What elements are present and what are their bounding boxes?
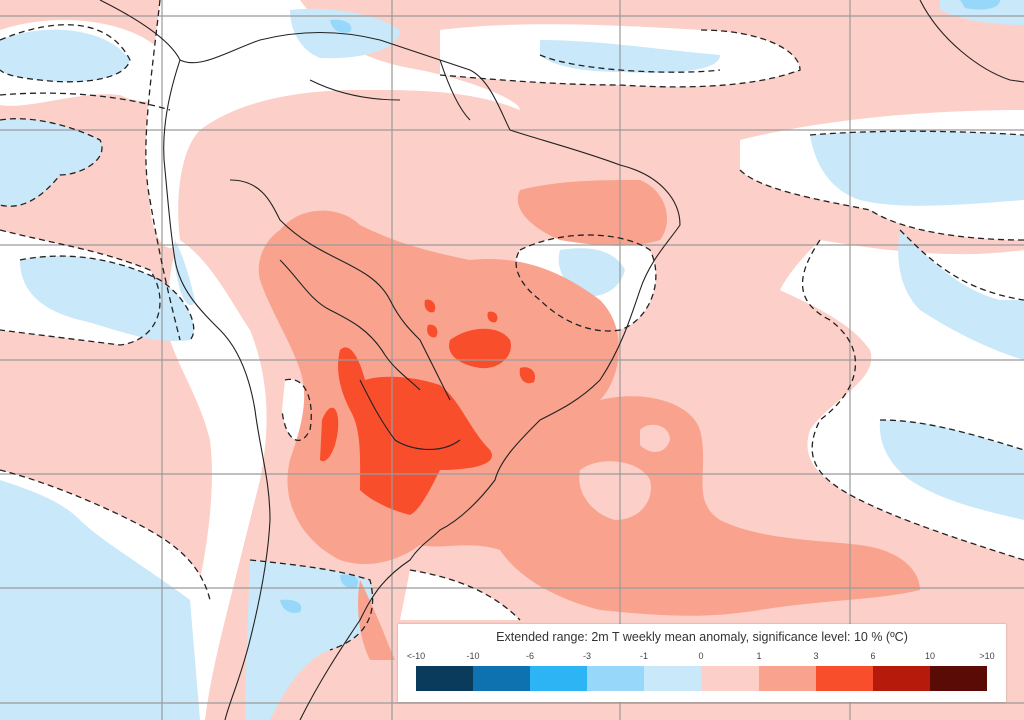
moderate-cool-patches: [280, 0, 1000, 613]
legend-tick: -10: [466, 651, 480, 661]
legend-swatch: [530, 666, 588, 691]
legend-swatch: [473, 666, 531, 691]
legend-swatch: [815, 666, 873, 691]
legend-tick: 1: [756, 651, 762, 661]
legend-swatch: [701, 666, 759, 691]
legend-tick: 0: [698, 651, 704, 661]
legend-tick: <-10: [406, 651, 426, 661]
warm-anomaly-0-1-interior: [579, 424, 670, 520]
legend-swatch: [758, 666, 816, 691]
color-legend: Extended range: 2m T weekly mean anomaly…: [398, 624, 1006, 702]
significance-contours: [0, 0, 1024, 651]
legend-tick: 3: [813, 651, 819, 661]
legend-swatch: [644, 666, 702, 691]
legend-ticks: <-10 -10 -6 -3 -1 0 1 3 6 10 >10: [398, 651, 1006, 663]
legend-swatch: [872, 666, 930, 691]
legend-color-bar: [416, 666, 987, 691]
legend-tick: >10: [979, 651, 995, 661]
legend-swatch: [587, 666, 645, 691]
warm-anomaly-1-3: [258, 180, 920, 660]
coastlines-and-borders: [99, 0, 1024, 720]
legend-tick: -3: [582, 651, 592, 661]
legend-tick: 6: [870, 651, 876, 661]
legend-swatch: [416, 666, 474, 691]
legend-tick: 10: [924, 651, 936, 661]
warm-anomaly-3-6: [320, 299, 536, 515]
legend-title: Extended range: 2m T weekly mean anomaly…: [496, 630, 908, 644]
legend-tick: -1: [639, 651, 649, 661]
legend-swatch: [929, 666, 987, 691]
legend-tick: -6: [525, 651, 535, 661]
